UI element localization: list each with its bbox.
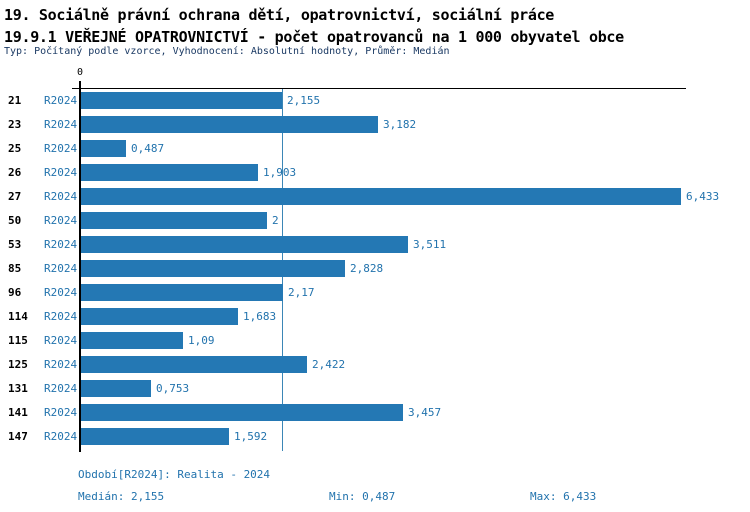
category-label: 26: [8, 166, 22, 179]
category-label: 85: [8, 262, 22, 275]
bar-row: 141 R2024 3,457: [0, 404, 750, 421]
value-label: 3,511: [413, 238, 447, 251]
series-label: R2024: [44, 358, 78, 371]
series-label: R2024: [44, 94, 78, 107]
bar-row: 125 R2024 2,422: [0, 356, 750, 373]
bar-row: 50 R2024 2: [0, 212, 750, 229]
bar: [81, 308, 238, 325]
category-label: 27: [8, 190, 22, 203]
value-label: 2,422: [312, 358, 346, 371]
chart-subtitle: Typ: Počítaný podle vzorce, Vyhodnocení:…: [4, 46, 450, 57]
period-label: Období[R2024]: Realita - 2024: [78, 468, 271, 481]
series-label: R2024: [44, 406, 78, 419]
value-label: 3,182: [383, 118, 417, 131]
bar-row: 25 R2024 0,487: [0, 140, 750, 157]
value-label: 0,487: [131, 142, 165, 155]
bar-row: 85 R2024 2,828: [0, 260, 750, 277]
bar-row: 114 R2024 1,683: [0, 308, 750, 325]
series-label: R2024: [44, 334, 78, 347]
value-label: 1,09: [188, 334, 215, 347]
x-axis-zero-label: 0: [76, 67, 84, 78]
series-label: R2024: [44, 190, 78, 203]
value-label: 1,592: [234, 430, 268, 443]
value-label: 1,683: [243, 310, 277, 323]
value-label: 6,433: [686, 190, 720, 203]
category-label: 50: [8, 214, 22, 227]
bar: [81, 356, 307, 373]
bar: [81, 404, 403, 421]
value-label: 0,753: [156, 382, 190, 395]
bar: [81, 284, 283, 301]
bar-row: 115 R2024 1,09: [0, 332, 750, 349]
chart-title: 19.9.1 VEŘEJNÉ OPATROVNICTVÍ - počet opa…: [4, 28, 624, 46]
series-label: R2024: [44, 166, 78, 179]
median-stat: Medián: 2,155: [78, 490, 165, 503]
bar: [81, 92, 282, 109]
series-label: R2024: [44, 238, 78, 251]
report-section-title: 19. Sociálně právní ochrana dětí, opatro…: [4, 6, 555, 24]
bar-row: 23 R2024 3,182: [0, 116, 750, 133]
bar: [81, 212, 267, 229]
value-label: 2,155: [287, 94, 321, 107]
category-label: 21: [8, 94, 22, 107]
series-label: R2024: [44, 310, 78, 323]
value-label: 1,903: [263, 166, 297, 179]
category-label: 115: [8, 334, 28, 347]
category-label: 125: [8, 358, 28, 371]
series-label: R2024: [44, 262, 78, 275]
bar: [81, 116, 378, 133]
category-label: 131: [8, 382, 28, 395]
series-label: R2024: [44, 142, 78, 155]
value-label: 2,828: [350, 262, 384, 275]
category-label: 114: [8, 310, 28, 323]
min-stat: Min: 0,487: [329, 490, 396, 503]
bar: [81, 260, 345, 277]
bar-row: 21 R2024 2,155: [0, 92, 750, 109]
category-label: 147: [8, 430, 28, 443]
category-label: 96: [8, 286, 22, 299]
bar-row: 53 R2024 3,511: [0, 236, 750, 253]
bar: [81, 428, 229, 445]
series-label: R2024: [44, 214, 78, 227]
max-stat: Max: 6,433: [530, 490, 597, 503]
series-label: R2024: [44, 286, 78, 299]
bar-row: 96 R2024 2,17: [0, 284, 750, 301]
series-label: R2024: [44, 382, 78, 395]
bar: [81, 332, 183, 349]
bar: [81, 380, 151, 397]
bar-row: 147 R2024 1,592: [0, 428, 750, 445]
bar: [81, 188, 681, 205]
y-axis-line: [79, 81, 81, 452]
category-label: 53: [8, 238, 22, 251]
bar: [81, 236, 408, 253]
value-label: 3,457: [408, 406, 442, 419]
series-label: R2024: [44, 118, 78, 131]
category-label: 141: [8, 406, 28, 419]
series-label: R2024: [44, 430, 78, 443]
bar-row: 27 R2024 6,433: [0, 188, 750, 205]
category-label: 25: [8, 142, 22, 155]
value-label: 2: [272, 214, 279, 227]
x-axis-line: [72, 88, 686, 89]
bar: [81, 164, 258, 181]
bar: [81, 140, 126, 157]
bar-row: 131 R2024 0,753: [0, 380, 750, 397]
category-label: 23: [8, 118, 22, 131]
value-label: 2,17: [288, 286, 315, 299]
bar-row: 26 R2024 1,903: [0, 164, 750, 181]
